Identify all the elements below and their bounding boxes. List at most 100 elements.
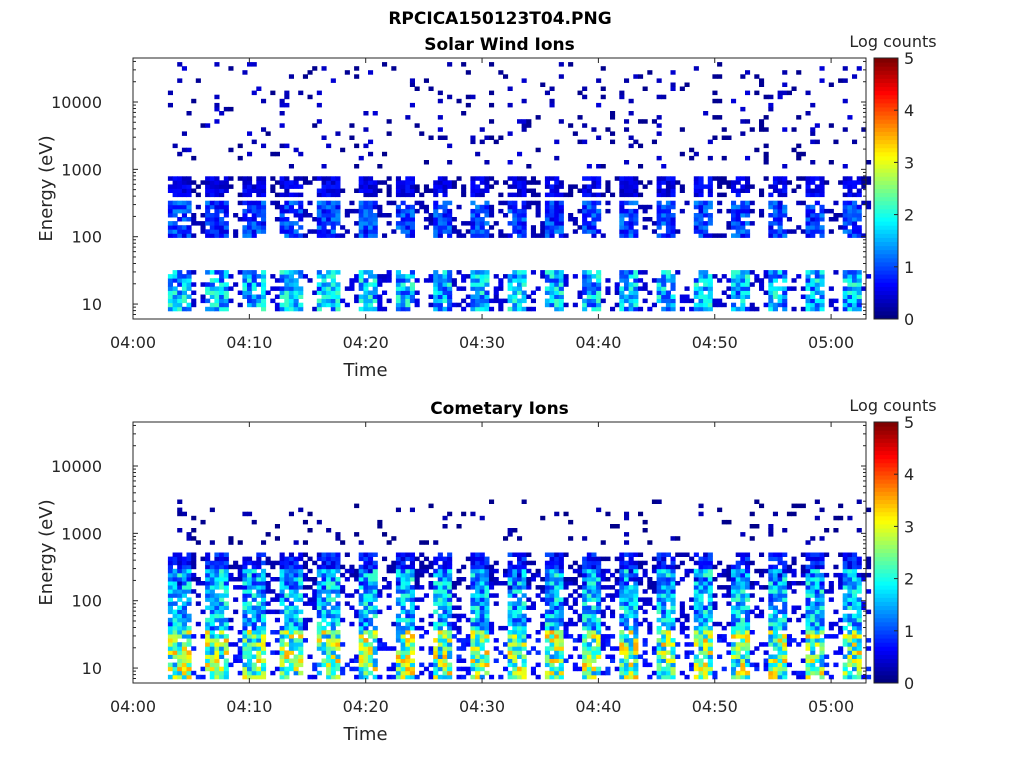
spectrogram-cell: [521, 274, 527, 279]
spectrogram-cell: [321, 204, 327, 210]
spectrogram-cell: [368, 192, 374, 198]
spectrogram-cell: [772, 290, 778, 295]
spectrogram-cell: [731, 270, 737, 275]
spectrogram-cell: [209, 597, 215, 602]
spectrogram-cell: [451, 180, 457, 185]
spectrogram-cell: [181, 621, 187, 627]
spectrogram-cell: [316, 208, 322, 214]
spectrogram-cell: [442, 638, 448, 643]
spectrogram-cell: [596, 638, 602, 643]
spectrogram-cell: [707, 658, 713, 663]
spectrogram-cell: [214, 229, 220, 234]
spectrogram-cell: [475, 306, 481, 312]
spectrogram-cell: [721, 568, 727, 574]
spectrogram-cell: [558, 634, 564, 639]
spectrogram-cell: [731, 184, 737, 189]
spectrogram-cell: [768, 225, 774, 230]
spectrogram-cell: [512, 552, 518, 557]
spectrogram-cell: [251, 662, 257, 668]
spectrogram-cell: [321, 564, 327, 570]
spectrogram-cell: [563, 192, 569, 198]
spectrogram-cell: [321, 192, 327, 198]
colorbar-step: [874, 62, 898, 67]
colorbar-step: [874, 306, 898, 312]
spectrogram-cell: [368, 560, 374, 566]
spectrogram-cell: [745, 274, 751, 279]
spectrogram-cell: [223, 650, 229, 655]
spectrogram-cell: [475, 654, 481, 659]
spectrogram-cell: [577, 294, 583, 299]
spectrogram-cell: [191, 528, 197, 533]
spectrogram-cell: [628, 601, 634, 606]
spectrogram-cell: [814, 302, 820, 308]
spectrogram-cell: [242, 654, 248, 659]
spectrogram-cell: [638, 270, 644, 275]
spectrogram-cell: [470, 625, 476, 631]
colorbar-step: [874, 265, 898, 271]
spectrogram-cell: [261, 568, 267, 574]
spectrogram-cell: [279, 229, 285, 234]
spectrogram-cell: [503, 298, 509, 304]
colorbar-step: [874, 274, 898, 279]
spectrogram-cell: [409, 290, 415, 295]
spectrogram-cell: [228, 572, 234, 578]
spectrogram-cell: [447, 572, 453, 578]
spectrogram-cell: [624, 208, 630, 214]
spectrogram-cell: [698, 572, 704, 578]
colorbar-step: [874, 200, 898, 206]
spectrogram-cell: [172, 556, 178, 562]
spectrogram-cell: [698, 286, 704, 291]
spectrogram-cell: [433, 581, 439, 586]
spectrogram-cell: [368, 585, 374, 590]
spectrogram-cell: [633, 192, 639, 198]
spectrogram-cell: [382, 642, 388, 647]
spectrogram-cell: [642, 204, 648, 210]
spectrogram-cell: [610, 131, 616, 136]
spectrogram-cell: [316, 670, 322, 676]
spectrogram-cell: [465, 94, 471, 100]
spectrogram-cell: [451, 593, 457, 598]
spectrogram-cell: [745, 290, 751, 295]
spectrogram-cell: [298, 572, 304, 578]
spectrogram-cell: [419, 625, 425, 631]
spectrogram-cell: [772, 229, 778, 234]
spectrogram-cell: [219, 621, 225, 627]
spectrogram-cell: [274, 217, 280, 222]
spectrogram-cell: [167, 572, 173, 578]
x-tick-label: 04:30: [459, 333, 505, 352]
spectrogram-cell: [517, 674, 523, 680]
spectrogram-cell: [400, 674, 406, 680]
spectrogram-cell: [209, 192, 215, 198]
spectrogram-cell: [214, 605, 220, 610]
spectrogram-cell: [624, 78, 630, 83]
spectrogram-cell: [665, 670, 671, 676]
spectrogram-cell: [596, 78, 602, 83]
spectrogram-cell: [726, 577, 732, 582]
spectrogram-cell: [186, 601, 192, 606]
spectrogram-cell: [382, 306, 388, 312]
spectrogram-cell: [479, 674, 485, 680]
spectrogram-cell: [335, 286, 341, 291]
spectrogram-cell: [693, 278, 699, 283]
spectrogram-cell: [503, 274, 509, 279]
spectrogram-cell: [358, 617, 364, 623]
spectrogram-cell: [316, 188, 322, 193]
spectrogram-cell: [512, 302, 518, 308]
spectrogram-cell: [288, 560, 294, 566]
spectrogram-cell: [200, 556, 206, 562]
spectrogram-cell: [298, 507, 304, 513]
spectrogram-cell: [693, 601, 699, 606]
spectrogram-cell: [628, 638, 634, 643]
spectrogram-cell: [456, 638, 462, 643]
spectrogram-cell: [167, 585, 173, 590]
spectrogram-cell: [433, 597, 439, 602]
spectrogram-cell: [633, 560, 639, 566]
spectrogram-cell: [437, 302, 443, 308]
spectrogram-cell: [698, 184, 704, 189]
spectrogram-cell: [549, 98, 555, 104]
spectrogram-cell: [321, 589, 327, 594]
spectrogram-cell: [433, 200, 439, 206]
spectrogram-cell: [186, 208, 192, 214]
spectrogram-cell: [810, 298, 816, 304]
spectrogram-cell: [698, 593, 704, 598]
